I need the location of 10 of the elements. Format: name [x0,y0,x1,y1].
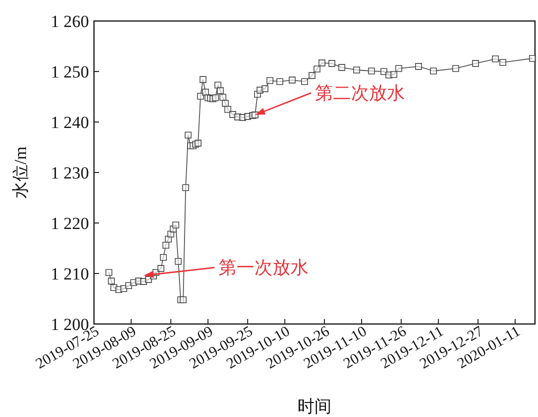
y-tick-label: 1 210 [50,264,89,284]
annotation: 第一次放水 [218,258,309,278]
annotation: 第二次放水 [315,82,406,103]
y-tick-label: 1 250 [50,62,89,82]
y-axis-title: 水位/m [11,146,30,198]
y-tick-label: 1 220 [50,214,89,233]
x-axis-title: 时间 [298,397,332,416]
y-tick-label: 1 230 [50,164,89,182]
y-tick-label: 1 260 [50,12,89,31]
y-tick-label: 1 240 [50,113,89,132]
